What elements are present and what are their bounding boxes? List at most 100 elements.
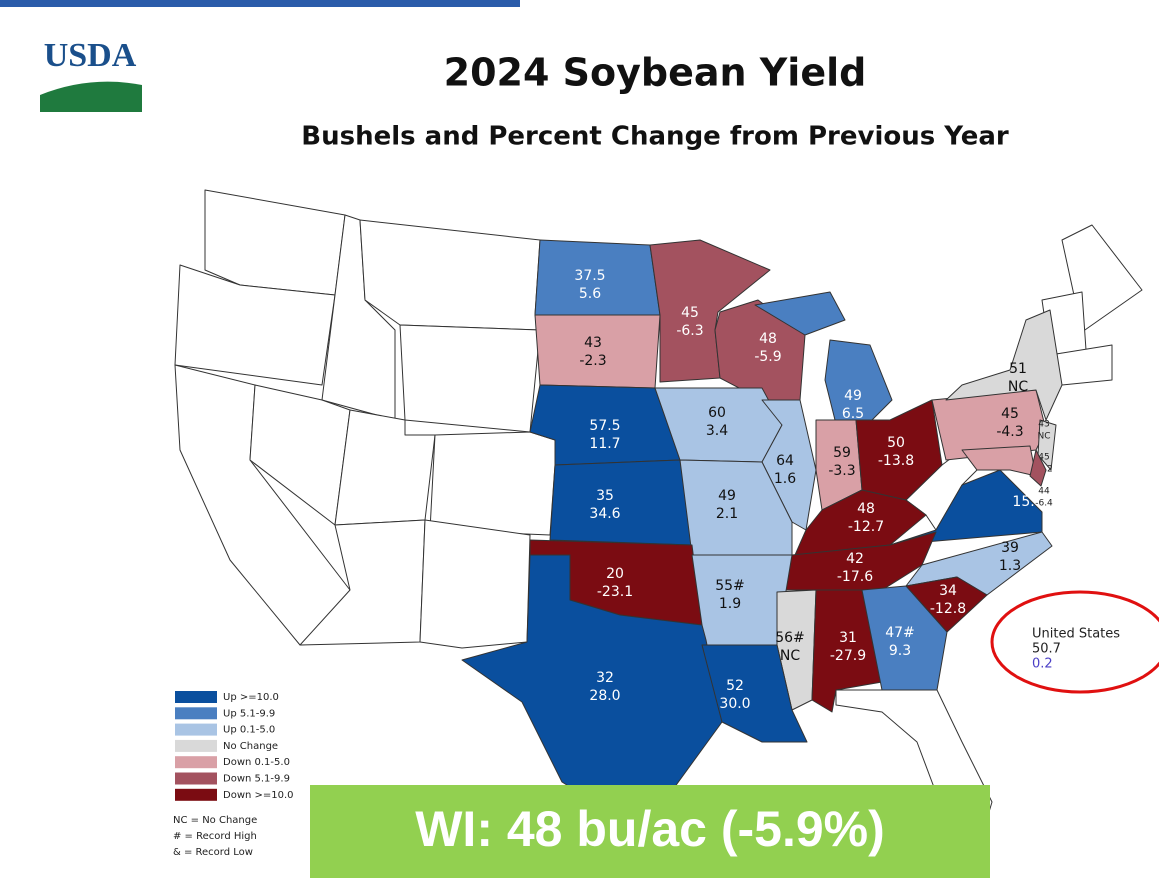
state-yield: 52 <box>726 678 744 694</box>
legend-swatch <box>175 756 217 769</box>
legend-swatch <box>175 691 217 703</box>
state-change: -3.3 <box>828 463 855 479</box>
state-change: 1.3 <box>999 558 1021 574</box>
legend-label: Down >=10.0 <box>223 790 294 801</box>
legend-label: Down 0.1-5.0 <box>223 757 290 768</box>
state-shape <box>429 431 556 536</box>
state-shape <box>1037 419 1057 471</box>
state-shape <box>776 589 817 711</box>
legend-note: # = Record High <box>173 831 257 842</box>
state-shape <box>945 309 1063 421</box>
state-yield: 45 <box>1038 453 1049 463</box>
state-shape <box>334 409 436 526</box>
state-shape <box>299 519 426 646</box>
usda-logo: USDA <box>39 36 143 112</box>
legend-swatch <box>175 788 217 801</box>
state-change: -6.3 <box>676 323 703 339</box>
state-yield: 50 <box>887 435 905 451</box>
state-shape <box>1029 449 1047 487</box>
legend-note: & = Record Low <box>173 847 253 858</box>
state-yield: 48 <box>857 501 875 517</box>
state-shape <box>761 399 817 531</box>
state-change: 11.7 <box>589 436 620 452</box>
legend-label: No Change <box>223 741 278 752</box>
state-change: -4.3 <box>996 424 1023 440</box>
state-change: -17.6 <box>837 569 873 585</box>
state-yield: 55# <box>715 578 745 594</box>
legend-swatch <box>175 707 217 720</box>
logo-stripe <box>39 75 143 92</box>
state-shape <box>679 459 793 556</box>
state-change: 30.0 <box>719 696 750 712</box>
state-shape <box>905 449 978 531</box>
state-change: 9.3 <box>889 643 911 659</box>
state-shape <box>549 459 693 546</box>
state-yield: 37.5 <box>574 268 605 284</box>
us-map: 37.5 5.6 43 -2.3 45 -6.3 48 -5.9 49 6.5 57.5 11.7 60… <box>174 189 1143 853</box>
state-change: -27.9 <box>830 648 866 664</box>
state-shape <box>961 445 1037 477</box>
state-yield: 51 <box>1009 361 1027 377</box>
state-yield: 32 <box>596 670 614 686</box>
state-shape <box>701 644 808 743</box>
state-shape <box>399 324 541 433</box>
state-yield: 47# <box>885 625 915 641</box>
legend-note: NC = No Change <box>173 815 257 826</box>
state-change: -6.4 <box>1035 499 1053 509</box>
state-yield: 44 <box>1038 487 1050 497</box>
top-bar <box>0 0 520 7</box>
state-yield: 49 <box>844 388 862 404</box>
state-yield: 35 <box>596 488 614 504</box>
state-yield: 56# <box>775 630 805 646</box>
state-change: NC <box>780 648 800 664</box>
state-yield: 31 <box>839 630 857 646</box>
us-change: 0.2 <box>1032 657 1053 672</box>
state-yield: 59 <box>833 445 851 461</box>
state-shape <box>174 264 336 386</box>
state-change: -12.8 <box>930 601 966 617</box>
state-change: 1.6 <box>774 471 796 487</box>
state-shape <box>861 585 948 691</box>
state-change: 5.6 <box>579 286 601 302</box>
state-change: 6.5 <box>842 406 864 422</box>
state-shape <box>534 314 661 389</box>
legend-swatch <box>175 739 217 752</box>
state-change: 3.4 <box>706 423 728 439</box>
state-change: -13.8 <box>878 453 914 469</box>
state-change: -23.1 <box>597 584 633 600</box>
state-yield: 42 <box>846 551 864 567</box>
state-shape <box>204 189 346 296</box>
title: 2024 Soybean Yield <box>444 51 867 95</box>
state-yield: 49 <box>718 488 736 504</box>
state-yield: 45 <box>1001 406 1019 422</box>
legend-label: Up 0.1-5.0 <box>223 725 275 736</box>
subtitle: Bushels and Percent Change from Previous… <box>301 122 1009 152</box>
state-change: 28.0 <box>589 688 620 704</box>
state-yield: 44 <box>1019 476 1037 492</box>
state-change: NC <box>1037 432 1050 442</box>
state-yield: 64 <box>776 453 794 469</box>
state-change: 1.9 <box>719 596 741 612</box>
legend: Up >=10.0 Up 5.1-9.9 Up 0.1-5.0 No Change Do… <box>173 691 294 858</box>
state-yield: 34 <box>939 583 957 599</box>
state-yield: 43 <box>1038 420 1049 430</box>
state-yield: 48 <box>759 331 777 347</box>
state-change: 2.1 <box>716 506 738 522</box>
state-shape <box>359 219 541 331</box>
state-change: -2.3 <box>579 353 606 369</box>
state-yield: 60 <box>708 405 726 421</box>
banner-box <box>310 785 990 878</box>
state-change: 34.6 <box>589 506 620 522</box>
legend-swatch <box>175 772 217 785</box>
state-change: 15.8 <box>1012 494 1043 510</box>
legend-label: Up 5.1-9.9 <box>223 708 275 719</box>
state-yield: 20 <box>606 566 624 582</box>
state-shape <box>419 519 531 649</box>
highlight-ellipse <box>990 590 1159 694</box>
legend-label: Down 5.1-9.9 <box>223 774 290 785</box>
logo-wave <box>40 81 142 112</box>
state-change: -5.9 <box>754 349 781 365</box>
legend-label: Up >=10.0 <box>223 692 279 703</box>
